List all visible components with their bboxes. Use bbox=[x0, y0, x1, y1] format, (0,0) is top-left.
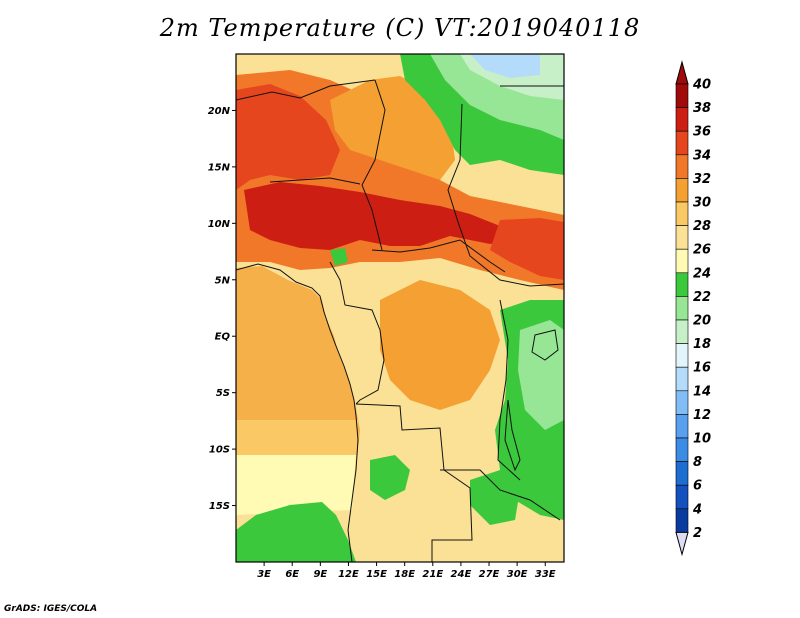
colorbar-swatch bbox=[675, 508, 689, 533]
lon-tick-label: 30E bbox=[507, 569, 528, 580]
colorbar-label: 8 bbox=[693, 455, 702, 470]
colorbar-label: 26 bbox=[693, 243, 711, 258]
map-frame bbox=[235, 53, 565, 563]
lat-tick-label: 10N bbox=[208, 219, 231, 230]
latitude-axis: 20N 15N 10N 5N EQ 5S 10S 15S bbox=[208, 106, 236, 512]
lat-tick-label: 5N bbox=[215, 275, 231, 286]
colorbar-label: 38 bbox=[693, 101, 711, 116]
colorbar-swatch bbox=[675, 366, 689, 392]
lat-tick-label: 15N bbox=[208, 162, 231, 173]
colorbar-swatch bbox=[675, 437, 689, 462]
lon-tick-label: 18E bbox=[394, 569, 415, 580]
colorbar-label: 28 bbox=[693, 219, 711, 234]
colorbar-label: 18 bbox=[693, 337, 711, 352]
drc-east-border bbox=[497, 299, 521, 481]
congo-border bbox=[355, 329, 385, 405]
colorbar-label: 30 bbox=[693, 196, 711, 211]
lat-tick-label: EQ bbox=[215, 332, 231, 343]
colorbar-swatch bbox=[675, 178, 689, 203]
colorbar-label: 34 bbox=[693, 148, 711, 163]
ocean-south-pale bbox=[236, 455, 356, 515]
lake-tanganyika bbox=[504, 399, 521, 472]
lon-tick-label: 12E bbox=[338, 569, 359, 580]
colorbar-label: 22 bbox=[693, 290, 711, 305]
colorbar-swatch bbox=[675, 201, 689, 226]
lon-tick-label: 3E bbox=[257, 569, 271, 580]
north-central-warm bbox=[330, 76, 455, 180]
colorbar-label: 36 bbox=[693, 125, 711, 140]
colorbar-label: 16 bbox=[693, 361, 711, 376]
colorbar-swatch bbox=[675, 154, 689, 179]
colorbar-swatch bbox=[675, 319, 689, 344]
colorbar-label: 10 bbox=[693, 432, 711, 447]
colorbar-swatch bbox=[675, 461, 689, 486]
colorbar-bottom-arrow bbox=[675, 531, 689, 557]
chad-border bbox=[361, 79, 386, 251]
nigeria-north-border bbox=[269, 177, 361, 185]
zambia-border bbox=[440, 469, 561, 521]
colorbar-label: 32 bbox=[693, 172, 711, 187]
lon-tick-label: 15E bbox=[366, 569, 387, 580]
map-title: 2m Temperature (C) VT:2019040118 bbox=[159, 14, 641, 42]
south-central-green bbox=[370, 455, 410, 500]
south-east-green bbox=[470, 470, 520, 525]
lat-tick-label: 20N bbox=[208, 106, 231, 117]
colorbar-swatch bbox=[675, 414, 689, 439]
colorbar-swatch bbox=[675, 484, 689, 510]
colorbar-label: 6 bbox=[693, 479, 702, 494]
colorbar-label: 4 bbox=[692, 502, 702, 517]
colorbar-label: 40 bbox=[692, 78, 711, 93]
lat-tick-label: 10S bbox=[209, 445, 230, 456]
north-east-blue bbox=[470, 54, 540, 78]
colorbar-label: 14 bbox=[693, 384, 711, 399]
hot-core-nigeria bbox=[244, 182, 520, 250]
hot-core-west bbox=[236, 84, 340, 190]
lat-tick-label: 15S bbox=[209, 501, 230, 512]
lake-victoria bbox=[531, 329, 559, 361]
credit-text: GrADS: IGES/COLA bbox=[4, 604, 98, 614]
colorbar-swatch bbox=[675, 296, 689, 321]
congo-basin bbox=[380, 280, 500, 410]
colorbar-swatch bbox=[675, 272, 689, 297]
colorbar-swatch bbox=[675, 225, 689, 250]
colorbar-label: 20 bbox=[693, 314, 711, 329]
lon-tick-label: 9E bbox=[313, 569, 327, 580]
temperature-field bbox=[236, 54, 564, 562]
colorbar-swatch bbox=[675, 130, 689, 156]
west-africa-coast bbox=[236, 263, 359, 562]
colorbar-label: 12 bbox=[693, 408, 711, 423]
niger-border bbox=[236, 79, 376, 101]
colorbar-swatch bbox=[675, 343, 689, 368]
car-border bbox=[371, 239, 506, 273]
south-west-green bbox=[236, 502, 356, 562]
colorbar-label: 2 bbox=[693, 526, 702, 541]
colorbar: 40 38 36 34 32 30 28 26 24 22 20 18 16 14 12 10 8 6 4 2 bbox=[675, 60, 711, 557]
boundaries bbox=[236, 79, 564, 562]
cameroon-border bbox=[329, 261, 381, 331]
lon-tick-label: 33E bbox=[535, 569, 556, 580]
lat-tick-label: 5S bbox=[216, 388, 230, 399]
colorbar-label: 24 bbox=[693, 266, 711, 281]
lon-tick-label: 21E bbox=[422, 569, 443, 580]
longitude-axis: 3E 6E 9E 12E 15E 18E 21E 24E 27E 30E 33E bbox=[257, 562, 556, 580]
lon-tick-label: 24E bbox=[451, 569, 472, 580]
west-green-spot bbox=[330, 248, 348, 266]
colorbar-swatch bbox=[675, 390, 689, 415]
lon-tick-label: 27E bbox=[479, 569, 500, 580]
colorbar-swatch bbox=[675, 107, 689, 132]
colorbar-top-arrow bbox=[675, 60, 689, 85]
east-highlands-light bbox=[518, 320, 564, 430]
colorbar-swatch bbox=[675, 83, 689, 108]
lon-tick-label: 6E bbox=[285, 569, 299, 580]
colorbar-swatch bbox=[675, 248, 689, 274]
hot-core-east bbox=[490, 218, 564, 280]
sudan-border bbox=[447, 103, 564, 287]
